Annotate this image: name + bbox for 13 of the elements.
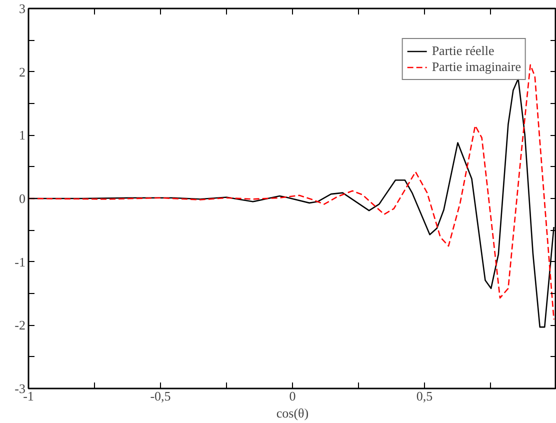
y-tick-label: 1 — [19, 128, 26, 143]
x-tick-label: 0 — [289, 388, 296, 404]
y-tick-label: 3 — [19, 1, 26, 16]
legend-label: Partie réelle — [432, 43, 494, 59]
x-axis-title: cos(θ) — [276, 406, 309, 420]
y-tick-label: -1 — [14, 254, 26, 270]
x-tick-label: 0,5 — [416, 388, 433, 404]
y-tick-label: -3 — [14, 381, 26, 396]
legend-label: Partie imaginaire — [432, 59, 521, 75]
x-tick-label: -0,5 — [150, 388, 171, 404]
y-tick-label: -2 — [14, 318, 26, 333]
y-tick-label: 0 — [19, 191, 26, 206]
y-tick-label: 2 — [19, 64, 26, 80]
